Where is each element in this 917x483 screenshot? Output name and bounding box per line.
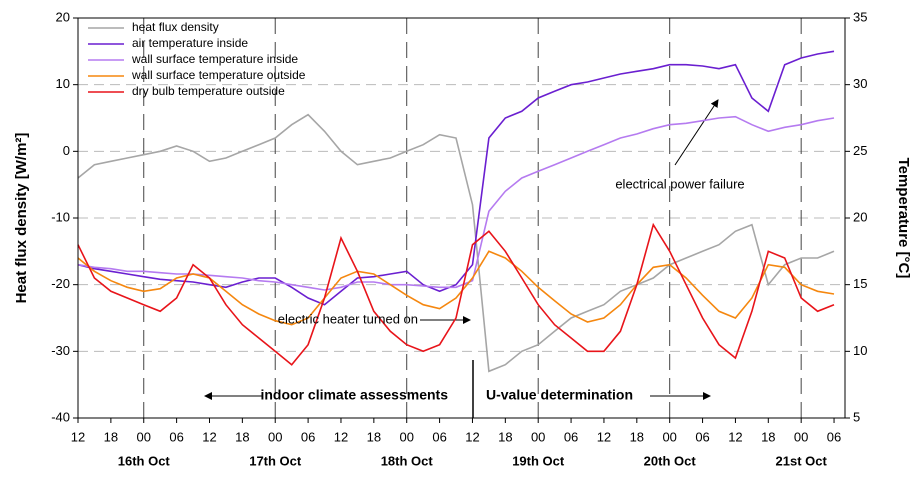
x-tick-label: 00: [137, 429, 151, 444]
series-line: [77, 250, 835, 326]
plot-frame: [77, 17, 846, 419]
y2-tick-label: 5: [853, 409, 860, 424]
legend-label: air temperature inside: [132, 36, 248, 50]
y-axis-label: Heat flux density [W/m²]: [13, 133, 30, 304]
date-label: 21st Oct: [776, 453, 828, 468]
y2-tick-label: 10: [853, 343, 867, 358]
x-tick-label: 00: [268, 429, 282, 444]
x-tick-label: 12: [202, 429, 216, 444]
x-tick-label: 06: [827, 429, 841, 444]
date-label: 17th Oct: [249, 453, 302, 468]
date-label: 18th Oct: [381, 453, 434, 468]
x-tick-label: 18: [235, 429, 249, 444]
series-line: [77, 50, 835, 306]
x-tick-label: 06: [564, 429, 578, 444]
y-tick-label: -40: [51, 409, 70, 424]
legend-label: wall surface temperature outside: [131, 68, 306, 82]
x-tick-label: 18: [367, 429, 381, 444]
y2-tick-label: 25: [853, 143, 867, 158]
x-tick-label: 18: [630, 429, 644, 444]
annotation: indoor climate assessments: [260, 387, 448, 403]
annotation: electrical power failure: [615, 176, 744, 191]
x-tick-label: 00: [531, 429, 545, 444]
y-tick-label: 20: [56, 9, 70, 24]
x-tick-label: 12: [728, 429, 742, 444]
x-tick-label: 00: [399, 429, 413, 444]
legend-label: heat flux density: [132, 20, 219, 34]
x-tick-label: 18: [104, 429, 118, 444]
y-tick-label: -20: [51, 276, 70, 291]
date-label: 19th Oct: [512, 453, 565, 468]
date-label: 16th Oct: [118, 453, 171, 468]
series-line: [77, 222, 835, 366]
annotation: U-value determination: [486, 387, 633, 403]
x-tick-label: 00: [794, 429, 808, 444]
x-tick-label: 18: [761, 429, 775, 444]
y-tick-label: 0: [63, 143, 70, 158]
x-tick-label: 06: [301, 429, 315, 444]
y-tick-label: -30: [51, 343, 70, 358]
x-tick-label: 18: [498, 429, 512, 444]
x-tick-label: 06: [695, 429, 709, 444]
x-tick-label: 06: [432, 429, 446, 444]
legend-label: dry bulb temperature outside: [132, 84, 285, 98]
y-tick-label: 10: [56, 76, 70, 91]
x-tick-label: 12: [465, 429, 479, 444]
arrow: [674, 99, 719, 166]
annotation-arrows: [204, 99, 719, 418]
y2-tick-label: 20: [853, 209, 867, 224]
y2-tick-label: 15: [853, 276, 867, 291]
x-tick-label: 12: [71, 429, 85, 444]
legend-label: wall surface temperature inside: [131, 52, 298, 66]
annotation: electric heater turned on: [278, 311, 418, 326]
y2-tick-label: 35: [853, 9, 867, 24]
x-tick-label: 06: [169, 429, 183, 444]
x-tick-label: 00: [662, 429, 676, 444]
date-label: 20th Oct: [644, 453, 697, 468]
x-tick-label: 12: [597, 429, 611, 444]
y-tick-label: -10: [51, 209, 70, 224]
series-line: [77, 113, 835, 373]
y2-axis-label: Temperature [°C]: [895, 158, 912, 279]
y2-tick-label: 30: [853, 76, 867, 91]
series-line: [77, 115, 835, 291]
x-tick-label: 12: [334, 429, 348, 444]
